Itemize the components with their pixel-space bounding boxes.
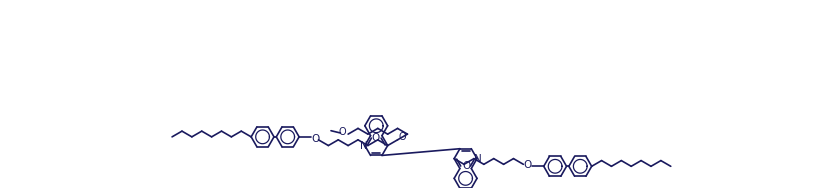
Text: O: O	[461, 161, 469, 171]
Text: O: O	[338, 127, 346, 137]
Text: O: O	[311, 134, 319, 144]
Text: N: N	[473, 154, 482, 164]
Text: O: O	[523, 160, 531, 170]
Text: O: O	[398, 132, 405, 142]
Text: O: O	[371, 133, 379, 143]
Text: N: N	[360, 141, 367, 151]
